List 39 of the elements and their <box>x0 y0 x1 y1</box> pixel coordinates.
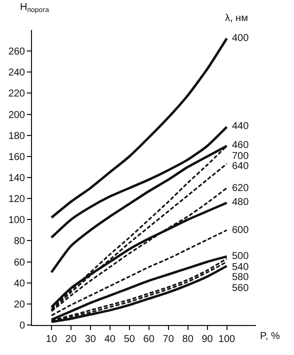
x-tick-label: 60 <box>143 334 155 345</box>
series-label: 460 <box>232 140 250 151</box>
y-tick-label: 140 <box>8 173 26 184</box>
series-label: 500 <box>232 251 250 262</box>
y-tick-label: 200 <box>8 110 26 121</box>
series-label: 600 <box>232 225 250 236</box>
series-label: 440 <box>232 121 250 132</box>
series-label: 560 <box>232 283 250 294</box>
y-tick-label: 180 <box>8 130 26 142</box>
y-tick-label: 100 <box>8 215 26 226</box>
x-tick-label: 70 <box>162 334 174 345</box>
x-tick-label: 30 <box>84 334 96 345</box>
x-tick-label: 40 <box>104 334 116 345</box>
y-axis-title: H$_{порога}$ <box>20 2 50 14</box>
series-label: 640 <box>232 161 250 172</box>
x-tick-label: 10 <box>46 334 58 345</box>
legend-title: λ, нм <box>225 13 248 24</box>
x-tick-label: 90 <box>202 334 214 345</box>
y-tick-label: 0 <box>19 320 26 332</box>
series-label: 620 <box>232 183 250 194</box>
y-tick-label: 20 <box>14 299 26 310</box>
x-tick-label: 50 <box>124 334 136 345</box>
x-tick-label: 100 <box>218 334 236 345</box>
y-tick-label: 40 <box>14 278 26 290</box>
series-label: 700 <box>232 151 250 162</box>
x-axis-title: P, % <box>260 331 280 342</box>
series-label: 580 <box>232 272 250 283</box>
y-tick-label: 240 <box>8 68 26 79</box>
y-tick-label: 120 <box>8 194 26 206</box>
x-tick-label: 20 <box>65 334 77 345</box>
series-label: 540 <box>232 262 250 273</box>
y-tick-label: 60 <box>14 257 26 268</box>
y-tick-label: 80 <box>14 236 26 248</box>
series-label: 400 <box>232 33 250 44</box>
y-tick-label: 260 <box>8 46 26 58</box>
y-tick-label: 220 <box>8 88 26 100</box>
y-tick-label: 160 <box>8 152 26 163</box>
x-tick-label: 80 <box>182 334 194 345</box>
series-label: 480 <box>232 197 250 208</box>
